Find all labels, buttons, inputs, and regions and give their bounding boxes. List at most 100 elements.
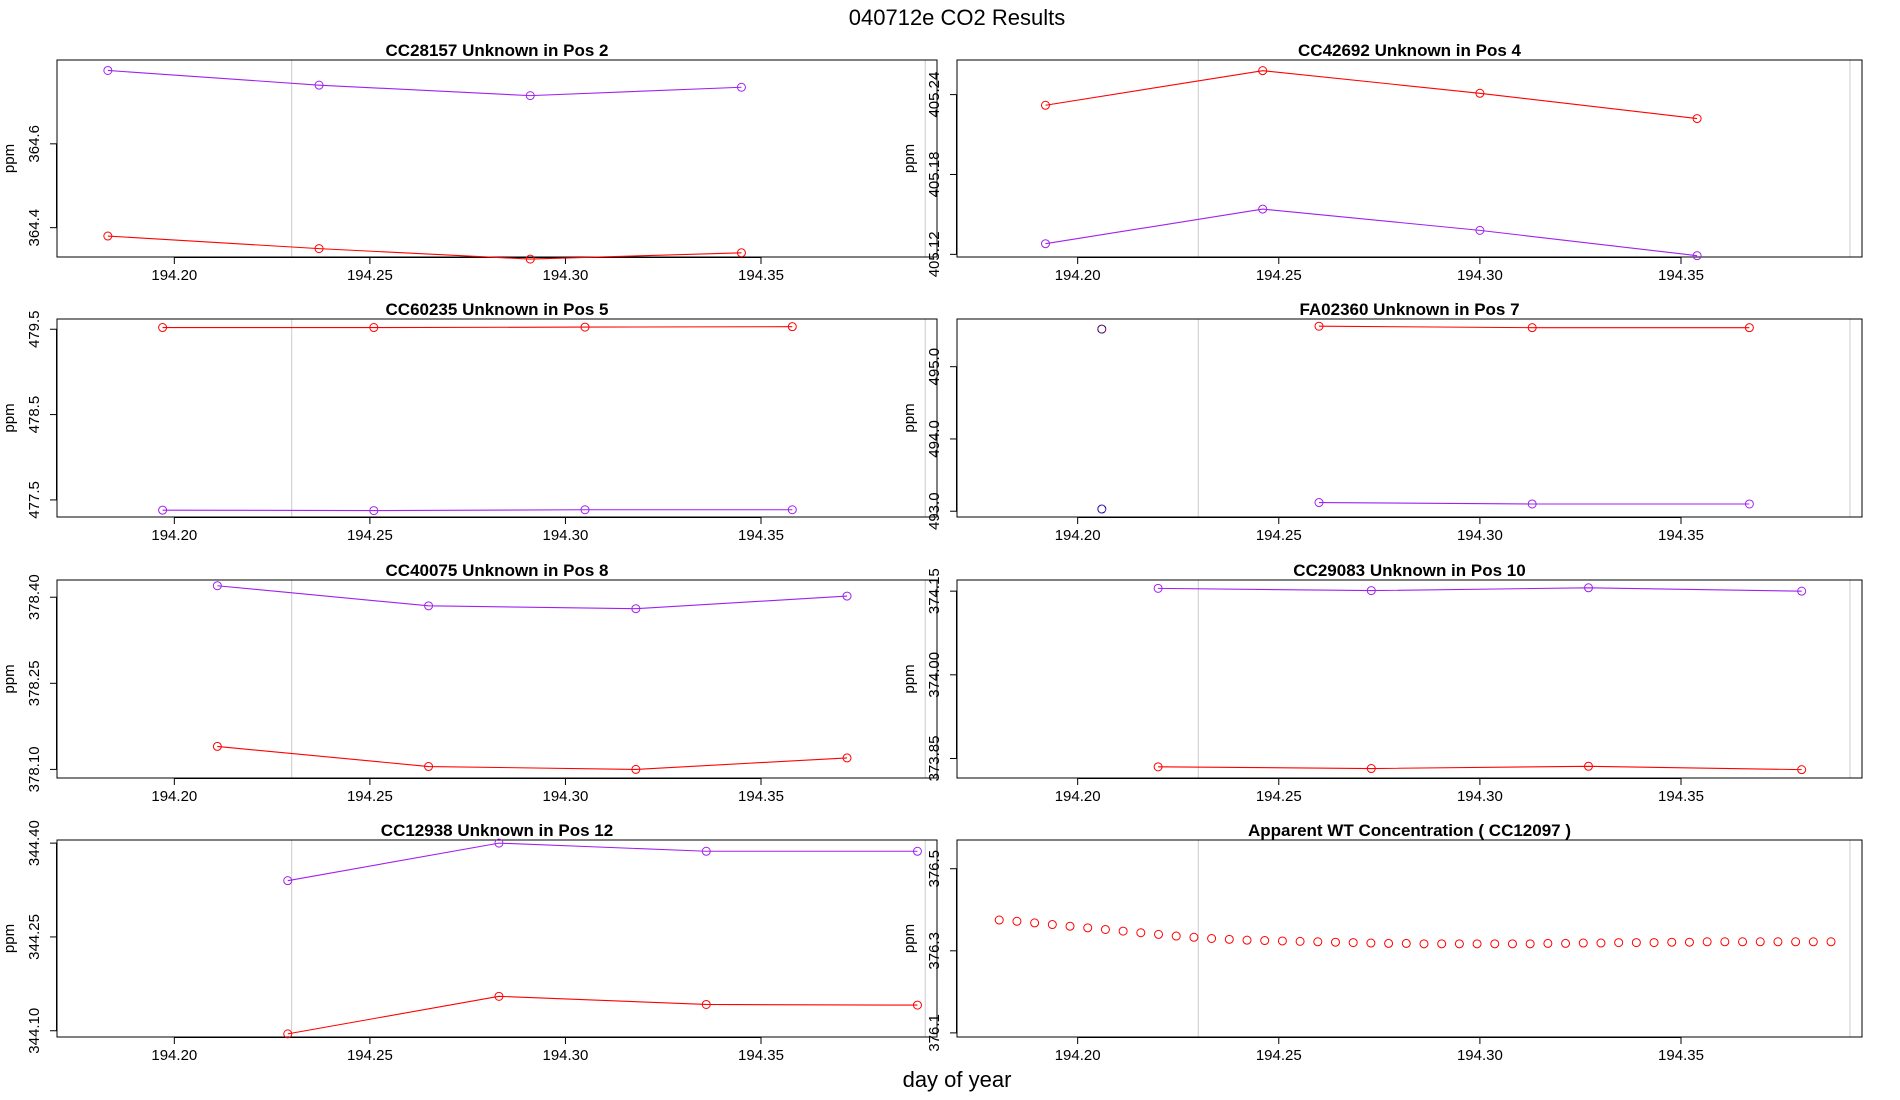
x-tick-label: 194.25 — [1256, 788, 1302, 805]
x-tick-label: 194.35 — [738, 788, 784, 805]
data-point-red — [1543, 938, 1553, 948]
data-point-red — [1702, 937, 1712, 947]
x-tick-label: 194.20 — [151, 1047, 197, 1064]
y-tick-label: 494.0 — [926, 420, 943, 458]
y-tick-label: 405.12 — [926, 231, 943, 277]
data-point-overlay — [1097, 324, 1107, 334]
data-point-red — [1295, 936, 1305, 946]
data-point-red — [1755, 937, 1765, 947]
data-point-red — [283, 1029, 293, 1039]
data-point-purple — [1744, 499, 1754, 509]
data-point-red — [1649, 938, 1659, 948]
data-point-purple — [103, 65, 113, 75]
data-point-purple — [212, 581, 222, 591]
data-point-purple — [1692, 251, 1702, 261]
data-point-purple — [1153, 583, 1163, 593]
y-tick-label: 344.40 — [26, 820, 43, 866]
panel-title: CC40075 Unknown in Pos 8 — [386, 561, 609, 580]
data-point-red — [701, 999, 711, 1009]
x-tick-label: 194.25 — [347, 267, 393, 284]
data-point-red — [736, 248, 746, 258]
x-tick-label: 194.30 — [542, 1047, 588, 1064]
data-point-purple — [314, 80, 324, 90]
x-tick-label: 194.25 — [1256, 267, 1302, 284]
plot-frame — [956, 59, 1863, 258]
y-tick-label: 376.1 — [926, 1014, 943, 1052]
data-point-red — [103, 231, 113, 241]
y-tick-label: 479.5 — [26, 310, 43, 348]
series-line-red — [1045, 70, 1698, 120]
data-point-red — [1797, 765, 1807, 775]
data-point-overlay — [1097, 504, 1107, 514]
x-tick-label: 194.30 — [542, 527, 588, 544]
y-tick-label: 374.00 — [926, 652, 943, 698]
y-tick-label: 376.3 — [926, 932, 943, 970]
plot-frame — [956, 318, 1863, 518]
y-tick-label: 378.40 — [26, 574, 43, 620]
data-point-red — [1826, 937, 1836, 947]
series-line-red — [1158, 765, 1802, 771]
plot-frame — [56, 579, 938, 779]
panel-title: CC12938 Unknown in Pos 12 — [381, 821, 613, 840]
series-line-purple — [1045, 208, 1698, 257]
x-tick-label: 194.30 — [1457, 1047, 1503, 1064]
data-point-red — [1030, 918, 1040, 928]
data-point-red — [1684, 937, 1694, 947]
plot-frame — [56, 59, 938, 258]
data-point-red — [1527, 323, 1537, 333]
x-tick-label: 194.35 — [1658, 527, 1704, 544]
data-point-red — [1561, 938, 1571, 948]
data-point-red — [1330, 937, 1340, 947]
y-tick-label: 493.0 — [926, 492, 943, 530]
data-point-purple — [1527, 499, 1537, 509]
figure-title: 040712e CO2 Results — [849, 5, 1065, 30]
data-point-red — [1171, 931, 1181, 941]
data-point-purple — [580, 505, 590, 515]
chart-panel-6: CC29083 Unknown in Pos 10 ppm 373.85 374.00… — [901, 561, 1863, 805]
x-tick-label: 194.20 — [151, 267, 197, 284]
x-tick-label: 194.20 — [151, 788, 197, 805]
y-tick-label: 344.10 — [26, 1008, 43, 1054]
data-point-red — [1596, 938, 1606, 948]
data-point-red — [1224, 934, 1234, 944]
plot-frame — [956, 579, 1863, 779]
x-tick-label: 194.20 — [151, 527, 197, 544]
data-point-red — [1583, 761, 1593, 771]
y-axis-label: ppm — [901, 144, 918, 173]
data-point-red — [1366, 764, 1376, 774]
data-point-red — [1118, 926, 1128, 936]
data-point-red — [1578, 938, 1588, 948]
data-point-red — [1454, 939, 1464, 949]
data-point-purple — [912, 846, 922, 856]
data-point-red — [912, 1000, 922, 1010]
data-point-red — [1692, 114, 1702, 124]
series-line-purple — [1318, 501, 1750, 505]
data-point-purple — [369, 506, 379, 516]
chart-panel-4: FA02360 Unknown in Pos 7 ppm 493.0 494.0 495… — [901, 300, 1863, 544]
x-tick-label: 194.35 — [738, 267, 784, 284]
x-axis-label: day of year — [903, 1067, 1012, 1092]
series-line-red — [217, 745, 848, 770]
data-point-red — [1525, 939, 1535, 949]
series-line-red — [107, 235, 742, 260]
y-axis-label: ppm — [901, 664, 918, 693]
x-tick-label: 194.25 — [347, 1047, 393, 1064]
data-point-red — [525, 254, 535, 264]
x-tick-label: 194.35 — [1658, 1047, 1704, 1064]
data-point-red — [1401, 938, 1411, 948]
data-point-red — [1720, 937, 1730, 947]
panel-title: Apparent WT Concentration ( CC12097 ) — [1248, 821, 1571, 840]
series-line-purple — [287, 842, 918, 882]
data-point-red — [1773, 937, 1783, 947]
data-point-red — [314, 244, 324, 254]
y-axis-label: ppm — [1, 924, 18, 953]
data-point-red — [842, 753, 852, 763]
data-point-red — [1258, 66, 1268, 76]
data-point-red — [994, 915, 1004, 925]
data-point-red — [1047, 920, 1057, 930]
data-point-red — [1083, 923, 1093, 933]
x-tick-label: 194.20 — [1055, 267, 1101, 284]
y-tick-label: 477.5 — [26, 481, 43, 519]
y-tick-label: 405.18 — [926, 152, 943, 198]
